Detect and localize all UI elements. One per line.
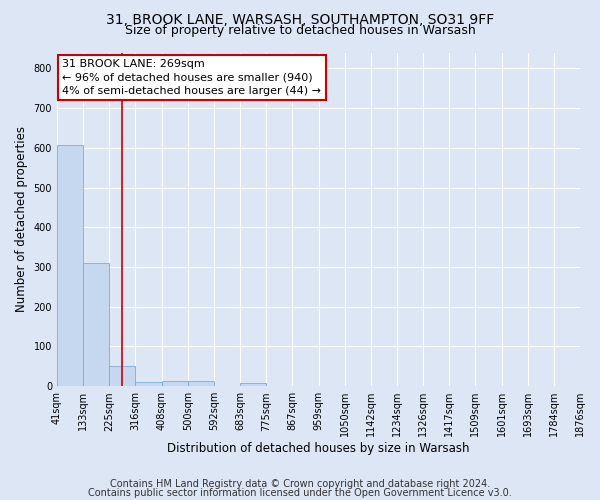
- Bar: [136, 382, 161, 386]
- Text: Size of property relative to detached houses in Warsash: Size of property relative to detached ho…: [125, 24, 475, 37]
- Text: Contains HM Land Registry data © Crown copyright and database right 2024.: Contains HM Land Registry data © Crown c…: [110, 479, 490, 489]
- Bar: [240, 384, 266, 386]
- Bar: [161, 381, 188, 386]
- Bar: [188, 381, 214, 386]
- Text: Contains public sector information licensed under the Open Government Licence v3: Contains public sector information licen…: [88, 488, 512, 498]
- Bar: [83, 263, 109, 386]
- Bar: [57, 144, 83, 386]
- Text: 31, BROOK LANE, WARSASH, SOUTHAMPTON, SO31 9FF: 31, BROOK LANE, WARSASH, SOUTHAMPTON, SO…: [106, 12, 494, 26]
- Bar: [109, 366, 136, 386]
- X-axis label: Distribution of detached houses by size in Warsash: Distribution of detached houses by size …: [167, 442, 470, 455]
- Y-axis label: Number of detached properties: Number of detached properties: [15, 126, 28, 312]
- Text: 31 BROOK LANE: 269sqm
← 96% of detached houses are smaller (940)
4% of semi-deta: 31 BROOK LANE: 269sqm ← 96% of detached …: [62, 59, 321, 96]
